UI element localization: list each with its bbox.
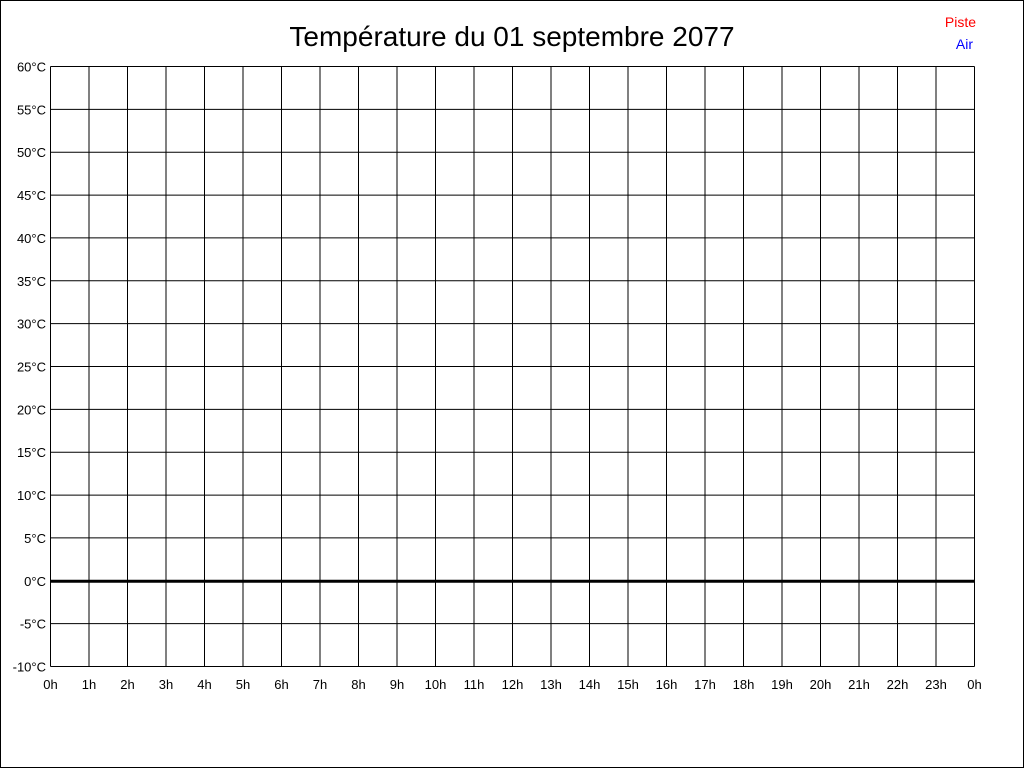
y-tick-label: 45°C [17,188,46,203]
y-tick-label: 10°C [17,488,46,503]
legend-air: Air [956,36,973,52]
y-tick-label: 60°C [17,60,46,75]
x-tick-label: 0h [967,677,981,692]
x-tick-label: 14h [579,677,601,692]
y-tick-label: 20°C [17,402,46,417]
x-tick-label: 0h [43,677,57,692]
x-tick-label: 3h [159,677,173,692]
x-tick-label: 12h [502,677,524,692]
y-tick-label: 35°C [17,274,46,289]
x-tick-label: 11h [464,677,485,692]
x-tick-label: 23h [925,677,947,692]
x-tick-label: 17h [694,677,716,692]
x-tick-label: 7h [313,677,327,692]
y-tick-label: 15°C [17,445,46,460]
x-tick-label: 22h [887,677,909,692]
y-tick-label: 50°C [17,145,46,160]
x-tick-label: 13h [540,677,562,692]
x-tick-label: 8h [351,677,365,692]
y-tick-label: 5°C [24,531,46,546]
x-tick-label: 9h [390,677,404,692]
y-tick-label: 30°C [17,317,46,332]
x-tick-label: 10h [425,677,447,692]
y-tick-label: 55°C [17,102,46,117]
y-tick-label: 40°C [17,231,46,246]
x-tick-label: 21h [848,677,870,692]
x-tick-label: 19h [771,677,793,692]
y-tick-label: 25°C [17,360,46,375]
x-tick-label: 6h [274,677,288,692]
x-tick-label: 1h [82,677,96,692]
x-tick-label: 5h [236,677,250,692]
y-tick-label: -10°C [13,660,46,675]
legend-piste: Piste [945,14,976,30]
x-tick-label: 18h [733,677,755,692]
chart-title: Température du 01 septembre 2077 [289,21,734,52]
y-tick-label: 0°C [24,574,46,589]
x-tick-label: 15h [617,677,639,692]
y-tick-label: -5°C [20,617,46,632]
x-tick-label: 2h [120,677,134,692]
x-tick-label: 20h [810,677,832,692]
x-tick-label: 16h [656,677,678,692]
x-tick-label: 4h [197,677,211,692]
